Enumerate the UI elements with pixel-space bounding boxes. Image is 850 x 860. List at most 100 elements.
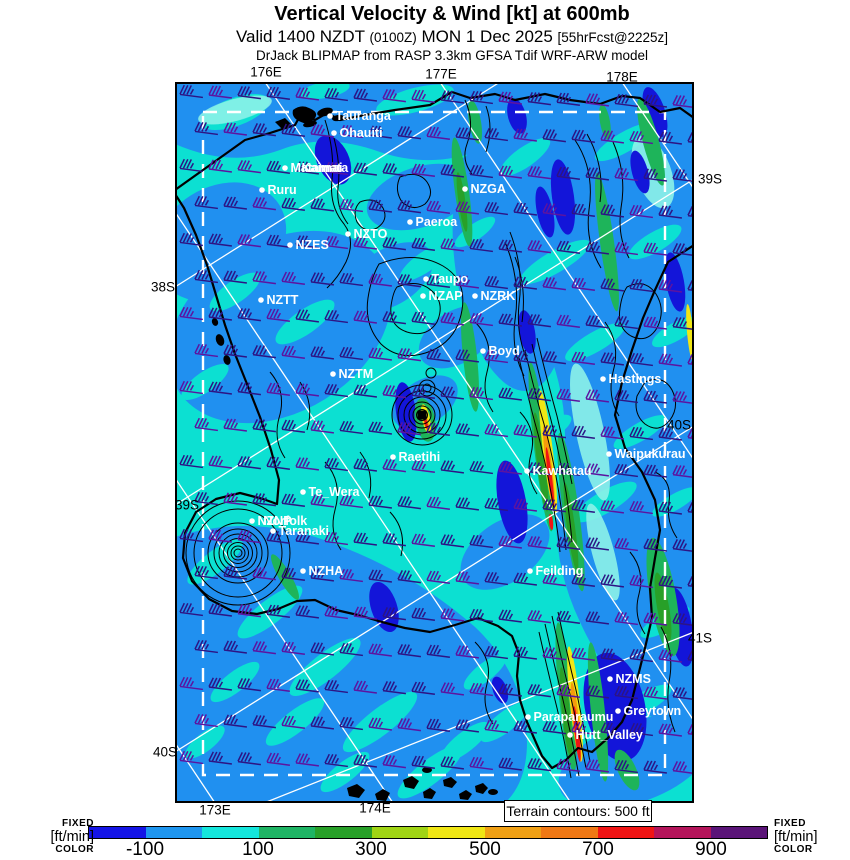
wind-barb: [324, 605, 348, 620]
wind-barb: [498, 609, 522, 623]
wind-barb: [658, 427, 682, 441]
wind-barb: [382, 237, 406, 251]
station-dot: [331, 130, 337, 136]
wind-barb: [658, 205, 682, 219]
wind-barb: [208, 677, 232, 691]
wind-barb: [266, 678, 290, 692]
wind-barb: [353, 88, 377, 102]
wind-barb: [571, 425, 595, 439]
wind-barb: [527, 388, 551, 402]
wind-barb: [353, 754, 377, 768]
station-dot: [407, 219, 413, 225]
wind-barb: [382, 89, 406, 103]
wind-barb: [513, 276, 537, 290]
wind-barb: [179, 158, 203, 173]
wind-barb: [484, 275, 508, 290]
wind-barb: [310, 568, 334, 582]
wind-barb: [585, 167, 609, 181]
wind-barb: [339, 420, 363, 435]
wind-barb: [281, 493, 305, 507]
wind-barb: [310, 716, 334, 730]
station-label: Boyd: [489, 344, 520, 358]
wind-barb: [353, 384, 377, 398]
wind-barb: [527, 240, 551, 254]
wind-barb: [295, 309, 319, 323]
wind-barb: [629, 722, 653, 737]
axis-label-41S: 41S: [687, 630, 713, 646]
station-label: Waipukurau: [615, 447, 686, 461]
terrain-contours: [185, 99, 678, 779]
station-dot: [462, 186, 468, 192]
wind-barb: [600, 648, 624, 662]
wind-barb: [353, 310, 377, 324]
wind-barb: [585, 537, 609, 551]
wind-barb: [658, 575, 682, 589]
wind-barb: [223, 640, 247, 654]
wind-barb: [585, 315, 609, 329]
wind-barb: [194, 491, 218, 506]
wind-barb: [426, 274, 450, 288]
wind-barb: [368, 273, 392, 287]
wind-barb: [237, 456, 261, 470]
wind-barb: [281, 345, 305, 359]
wind-barb: [339, 124, 363, 139]
wind-barb: [643, 538, 667, 552]
colorbar-segment: [597, 827, 654, 838]
station-label: Taupo: [432, 272, 469, 286]
wind-barb: [382, 385, 406, 399]
wind-barb: [223, 418, 247, 432]
wind-barb: [455, 201, 479, 215]
wind-barb: [542, 573, 566, 587]
station-label: Tauranga: [336, 109, 392, 123]
wind-barb: [643, 94, 667, 108]
wind-barb: [542, 647, 566, 661]
station-dot: [259, 187, 265, 193]
wind-barb: [658, 353, 682, 367]
wind-barb: [252, 419, 276, 433]
wind-barb: [179, 602, 203, 617]
station-dot: [345, 231, 351, 237]
wind-barb: [556, 314, 580, 328]
wind-barb: [208, 307, 232, 321]
axis-label-40S: 40S: [666, 417, 692, 433]
wind-barb: [368, 717, 392, 731]
wind-barb: [397, 570, 421, 584]
wind-barb: [527, 314, 551, 328]
colorbar-left-caption: FIXED [ft/min] COLOR: [50, 818, 94, 855]
wind-barb: [513, 498, 537, 512]
colorbar-right-caption: FIXED [ft/min] COLOR: [774, 818, 818, 855]
station-dot: [480, 348, 486, 354]
wind-barb: [469, 608, 493, 623]
wind-barb: [208, 233, 232, 247]
wind-barb: [266, 382, 290, 396]
wind-barb: [542, 351, 566, 365]
wind-barb: [455, 275, 479, 289]
wind-barb: [252, 123, 276, 137]
wind-barb: [440, 534, 464, 548]
wind-barb: [266, 234, 290, 248]
wind-barb: [266, 86, 290, 100]
station-dot: [567, 732, 573, 738]
colorbar: [88, 826, 768, 839]
colorbar-segment: [654, 827, 711, 838]
wind-barb: [455, 497, 479, 511]
wind-barb: [585, 611, 609, 625]
wind-barb: [440, 608, 464, 622]
wind-barb: [614, 685, 638, 700]
station-label: Hastings: [609, 372, 662, 386]
wind-barb: [252, 641, 276, 655]
map-frame: [175, 82, 694, 803]
wind-barb: [498, 313, 522, 327]
wind-barb: [179, 84, 203, 99]
wind-barb: [614, 759, 638, 774]
wind-barb: [658, 649, 682, 663]
wind-barb: [194, 713, 218, 728]
station-dot: [524, 468, 530, 474]
wind-barb: [252, 271, 276, 285]
wind-barb: [469, 312, 493, 327]
wind-barb: [484, 719, 508, 734]
wind-barb: [643, 390, 667, 404]
wind-barb: [658, 501, 682, 515]
wind-barb: [295, 383, 319, 397]
